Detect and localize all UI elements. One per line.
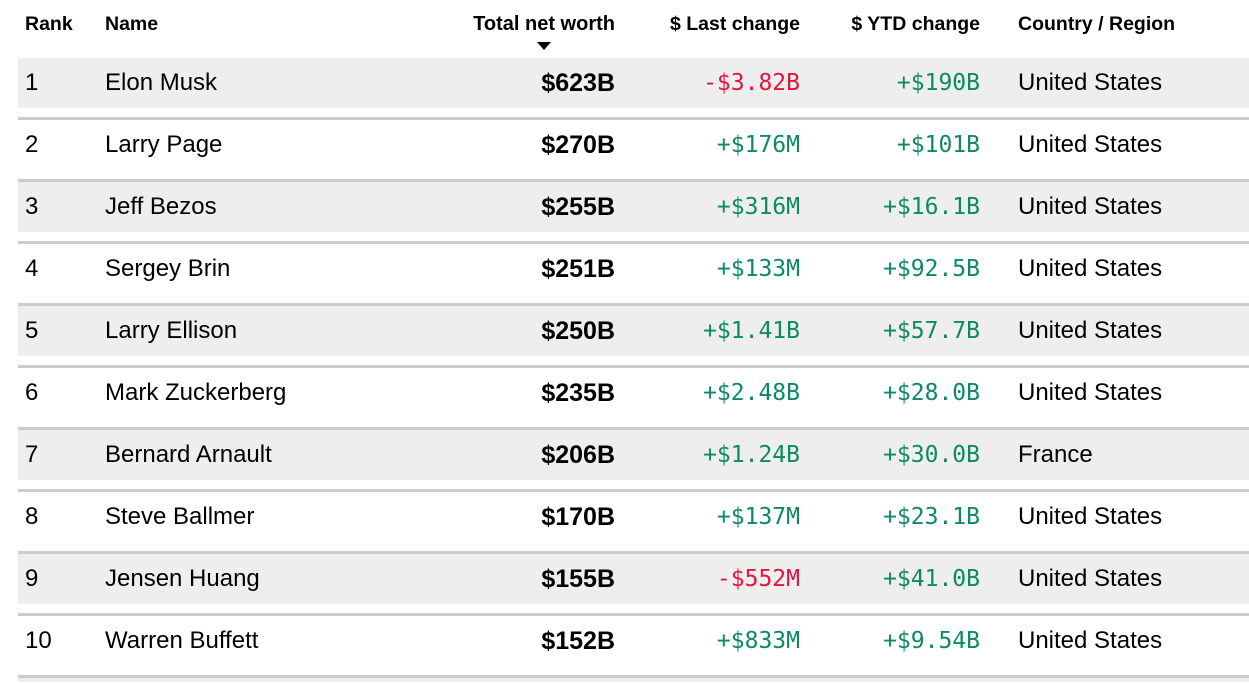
- row-separator: [18, 356, 1249, 368]
- name-cell: Mark Zuckerberg: [105, 379, 287, 406]
- net-worth-cell: $235B: [541, 379, 615, 407]
- last-change-cell: +$1.41B: [703, 318, 800, 344]
- ytd-change-cell: +$16.1B: [883, 194, 980, 220]
- row-separator: [18, 666, 1249, 678]
- net-worth-cell: $270B: [541, 131, 615, 159]
- ytd-change-cell: +$190B: [896, 70, 980, 96]
- sort-descending-icon: [537, 42, 552, 50]
- table-row[interactable]: 5 Larry Ellison $250B +$1.41B +$57.7B Un…: [18, 306, 1249, 356]
- table-row[interactable]: 3 Jeff Bezos $255B +$316M +$16.1B United…: [18, 182, 1249, 232]
- country-cell: United States: [1018, 503, 1163, 530]
- net-worth-cell: $250B: [541, 317, 615, 345]
- column-header-name[interactable]: Name: [105, 13, 159, 35]
- net-worth-cell: $155B: [541, 565, 615, 593]
- last-change-cell: +$316M: [716, 194, 800, 220]
- table-row[interactable]: 7 Bernard Arnault $206B +$1.24B +$30.0B …: [18, 430, 1249, 480]
- net-worth-cell: $170B: [541, 503, 615, 531]
- row-separator: [18, 294, 1249, 306]
- row-separator: [18, 232, 1249, 244]
- country-cell: United States: [1018, 627, 1163, 654]
- column-header-last-change[interactable]: $ Last change: [669, 13, 800, 35]
- rank-cell: 10: [25, 627, 52, 654]
- last-change-cell: +$133M: [716, 256, 800, 282]
- country-cell: United States: [1018, 255, 1163, 282]
- rank-cell: 7: [25, 441, 39, 468]
- row-separator: [18, 604, 1249, 616]
- rank-cell: 8: [25, 503, 39, 530]
- column-header-ytd-change[interactable]: $ YTD change: [851, 13, 980, 35]
- name-cell: Jensen Huang: [105, 565, 260, 592]
- rank-cell: 1: [25, 69, 39, 96]
- table-row[interactable]: 10 Warren Buffett $152B +$833M +$9.54B U…: [18, 616, 1249, 666]
- column-header-total-net-worth[interactable]: Total net worth: [435, 0, 615, 58]
- ytd-change-cell: +$41.0B: [883, 566, 980, 592]
- last-change-cell: +$176M: [716, 132, 800, 158]
- rank-cell: 3: [25, 193, 39, 220]
- name-cell: Larry Ellison: [105, 317, 238, 344]
- row-separator: [18, 108, 1249, 120]
- ytd-change-cell: +$23.1B: [883, 504, 980, 530]
- table-row[interactable]: 2 Larry Page $270B +$176M +$101B United …: [18, 120, 1249, 170]
- country-cell: United States: [1018, 69, 1163, 96]
- net-worth-cell: $206B: [541, 441, 615, 469]
- last-change-cell: -$552M: [716, 566, 800, 592]
- name-cell: Sergey Brin: [105, 255, 231, 282]
- country-cell: United States: [1018, 193, 1163, 220]
- name-cell: Warren Buffett: [105, 627, 259, 654]
- ytd-change-cell: +$92.5B: [883, 256, 980, 282]
- table-row[interactable]: 9 Jensen Huang $155B -$552M +$41.0B Unit…: [18, 554, 1249, 604]
- row-separator: [18, 542, 1249, 554]
- row-separator: [18, 480, 1249, 492]
- table-row[interactable]: 4 Sergey Brin $251B +$133M +$92.5B Unite…: [18, 244, 1249, 294]
- rank-cell: 2: [25, 131, 39, 158]
- name-cell: Bernard Arnault: [105, 441, 272, 468]
- ytd-change-cell: +$9.54B: [883, 628, 980, 654]
- row-separator: [18, 170, 1249, 182]
- name-cell: Steve Ballmer: [105, 503, 255, 530]
- rank-cell: 6: [25, 379, 39, 406]
- rank-cell: 5: [25, 317, 39, 344]
- column-header-rank[interactable]: Rank: [25, 13, 73, 35]
- ytd-change-cell: +$101B: [896, 132, 980, 158]
- table-row[interactable]: 8 Steve Ballmer $170B +$137M +$23.1B Uni…: [18, 492, 1249, 542]
- last-change-cell: +$1.24B: [703, 442, 800, 468]
- name-cell: Larry Page: [105, 131, 223, 158]
- ytd-change-cell: +$57.7B: [883, 318, 980, 344]
- net-worth-cell: $251B: [541, 255, 615, 283]
- column-header-total-net-worth-label: Total net worth: [473, 13, 615, 35]
- net-worth-cell: $255B: [541, 193, 615, 221]
- country-cell: United States: [1018, 317, 1163, 344]
- last-change-cell: +$137M: [716, 504, 800, 530]
- rank-cell: 9: [25, 565, 39, 592]
- rank-cell: 4: [25, 255, 39, 282]
- country-cell: United States: [1018, 565, 1163, 592]
- name-cell: Elon Musk: [105, 69, 218, 96]
- ytd-change-cell: +$30.0B: [883, 442, 980, 468]
- country-cell: United States: [1018, 131, 1163, 158]
- last-change-cell: +$2.48B: [703, 380, 800, 406]
- column-header-country-region[interactable]: Country / Region: [1018, 13, 1176, 35]
- table-row[interactable]: 6 Mark Zuckerberg $235B +$2.48B +$28.0B …: [18, 368, 1249, 418]
- country-cell: France: [1018, 441, 1093, 468]
- net-worth-cell: $152B: [541, 627, 615, 655]
- ytd-change-cell: +$28.0B: [883, 380, 980, 406]
- name-cell: Jeff Bezos: [105, 193, 217, 220]
- table-row-partial: [18, 678, 1249, 682]
- country-cell: United States: [1018, 379, 1163, 406]
- table-header-row: Rank Name Total net worth $ Last change …: [18, 0, 1249, 58]
- last-change-cell: +$833M: [716, 628, 800, 654]
- table-row[interactable]: 1 Elon Musk $623B -$3.82B +$190B United …: [18, 58, 1249, 108]
- net-worth-cell: $623B: [541, 69, 615, 97]
- last-change-cell: -$3.82B: [703, 70, 800, 96]
- row-separator: [18, 418, 1249, 430]
